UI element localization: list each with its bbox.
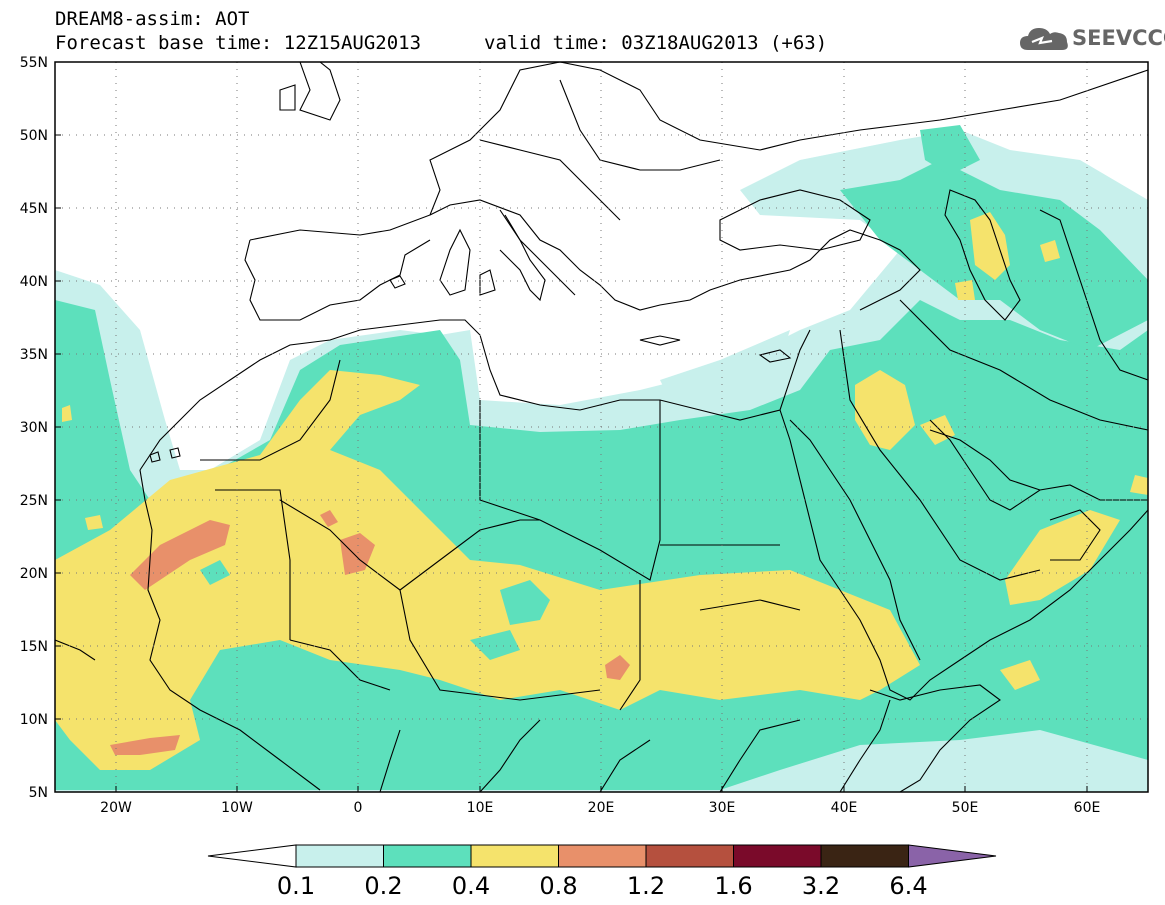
- lat-label: 40N: [20, 274, 48, 290]
- colorbar-swatch: [733, 844, 822, 868]
- forecast-base-time: Forecast base time: 12Z15AUG2013: [55, 32, 422, 54]
- colorbar: [207, 844, 997, 868]
- colorbar-swatch: [558, 844, 647, 868]
- lon-label: 0: [354, 800, 363, 816]
- colorbar-label: 1.2: [626, 872, 666, 900]
- logo-text: SEEVCCC: [1072, 26, 1165, 50]
- lon-label: 30E: [709, 800, 736, 816]
- axis-ticks: [55, 61, 1088, 793]
- map-title: DREAM8-assim: AOT: [55, 8, 250, 30]
- graticule: [55, 62, 1148, 792]
- aot-band-0.2-inner: [200, 560, 550, 660]
- colorbar-swatch: [470, 844, 559, 868]
- lon-label: 20W: [100, 800, 132, 816]
- lon-label: 60E: [1074, 800, 1101, 816]
- lat-label: 5N: [29, 785, 48, 801]
- lat-label: 15N: [20, 639, 48, 655]
- lat-label: 20N: [20, 566, 48, 582]
- lon-label: 40E: [831, 800, 858, 816]
- seevccc-logo: SEEVCCC: [1018, 22, 1165, 56]
- aot-band-0.4: [55, 212, 1148, 770]
- lon-labels: 20W 10W 0 10E 20E 30E 40E 50E 60E: [100, 800, 1100, 816]
- lat-label: 10N: [20, 712, 48, 728]
- colorbar-swatch: [295, 844, 384, 868]
- colorbar-swatch: [383, 844, 472, 868]
- lon-label: 10E: [467, 800, 494, 816]
- coastlines: [55, 62, 1148, 792]
- lat-label: 35N: [20, 347, 48, 363]
- colorbar-label: 0.4: [451, 872, 491, 900]
- lon-label: 20E: [588, 800, 615, 816]
- aot-field: [55, 125, 1148, 792]
- colorbar-label: 1.6: [714, 872, 753, 900]
- lat-label: 45N: [20, 201, 48, 217]
- colorbar-label: 3.2: [801, 872, 841, 900]
- colorbar-label: 0.1: [276, 872, 316, 900]
- lon-label: 50E: [952, 800, 979, 816]
- colorbar-low-arrow: [207, 844, 297, 868]
- lon-label: 10W: [221, 800, 253, 816]
- lat-label: 30N: [20, 420, 48, 436]
- lat-labels: 55N 50N 45N 40N 35N 30N 25N 20N 15N 10N …: [20, 55, 48, 801]
- colorbar-swatch: [820, 844, 909, 868]
- colorbar-label: 0.8: [539, 872, 578, 900]
- colorbar-swatch: [645, 844, 734, 868]
- cloud-icon: [1020, 28, 1068, 50]
- lat-label: 25N: [20, 493, 48, 509]
- lat-label: 50N: [20, 128, 48, 144]
- colorbar-label: 6.4: [889, 872, 928, 900]
- colorbar-high-arrow: [908, 844, 997, 868]
- valid-time: valid time: 03Z18AUG2013 (+63): [484, 32, 828, 54]
- lat-label: 55N: [20, 55, 48, 71]
- colorbar-label: 0.2: [364, 872, 403, 900]
